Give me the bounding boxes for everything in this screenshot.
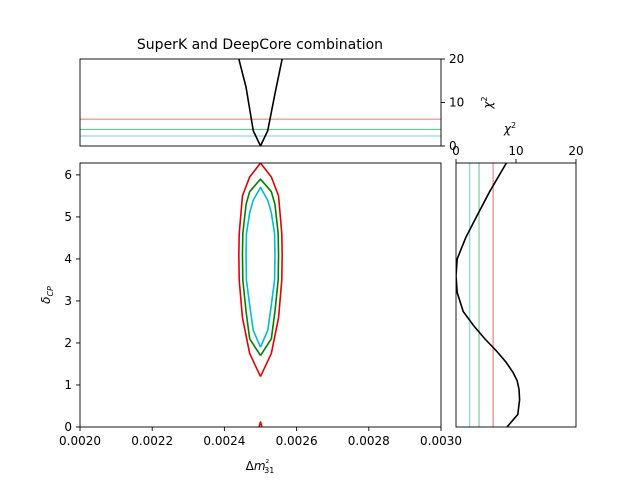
chart-title: SuperK and DeepCore combination (137, 37, 383, 53)
top-ytick-label-0: 0 (449, 139, 457, 153)
main-ytick-label-5: 5 (64, 210, 72, 224)
side-xtick-label-1: 10 (508, 144, 523, 158)
main-ytick-label-1: 1 (64, 378, 72, 392)
main-xlabel: Δm² 31 (246, 459, 275, 475)
top-ytick-label-2: 20 (449, 52, 464, 66)
top-chi2-panel: 0 10 20 χ2 (79, 52, 495, 153)
top-frame (79, 58, 442, 147)
main-ytick-label-0: 0 (64, 420, 72, 434)
top-ylabel: χ2 (480, 96, 495, 109)
main-xtick-label-3: 0.0026 (276, 434, 318, 448)
side-plot-area (456, 163, 521, 427)
main-ytick-label-4: 4 (64, 252, 72, 266)
main-contour-1 (241, 178, 280, 357)
main-xtick-label-1: 0.0022 (131, 434, 173, 448)
main-ytick-label-2: 2 (64, 336, 72, 350)
main-xtick-label-0: 0.0020 (59, 434, 101, 448)
main-xtick-label-2: 0.0024 (203, 434, 245, 448)
main-ylabel: δCP (39, 286, 55, 304)
main-frame (79, 162, 442, 428)
main-xtick-label-5: 0.0030 (420, 434, 462, 448)
top-ytick-label-1: 10 (449, 96, 464, 110)
side-chi2-panel: 0 10 20 χ2 (452, 121, 584, 428)
top-chi2-curve-0 (238, 59, 283, 146)
main-contour-2 (245, 186, 276, 348)
main-ytick-label-3: 3 (64, 294, 72, 308)
side-xtick-label-0: 0 (452, 144, 460, 158)
side-xtick-label-2: 20 (568, 144, 583, 158)
side-frame (455, 162, 577, 428)
main-contour-panel: 0.0020 0.0022 0.0024 0.0026 0.0028 0.0030 0 1 2 3… (39, 162, 462, 475)
main-plot-area (238, 163, 283, 427)
side-chi2-curve-0 (456, 163, 521, 427)
main-contour-3 (258, 421, 263, 427)
side-xlabel: χ2 (503, 121, 516, 136)
top-plot-area (80, 59, 441, 146)
main-ytick-label-6: 6 (64, 168, 72, 182)
main-xtick-label-4: 0.0028 (348, 434, 390, 448)
main-contour-0 (238, 163, 283, 377)
